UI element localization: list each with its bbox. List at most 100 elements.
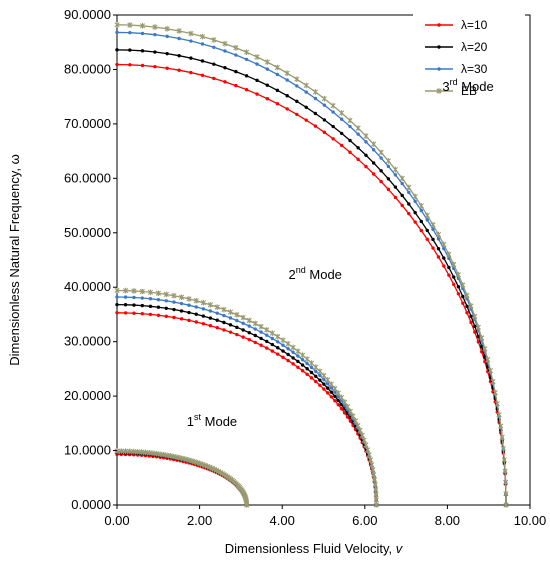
data-point — [379, 179, 383, 184]
data-point — [243, 49, 250, 56]
data-point — [365, 447, 371, 453]
data-point — [244, 87, 249, 92]
data-point — [419, 219, 424, 224]
mode-suffix: nd — [296, 265, 306, 275]
data-point — [355, 422, 361, 429]
data-point — [156, 313, 161, 317]
data-point — [258, 323, 264, 330]
data-point — [461, 301, 465, 305]
data-point — [309, 370, 314, 375]
data-point — [304, 105, 308, 110]
series-3 — [114, 22, 509, 508]
mode-word: Mode — [201, 414, 237, 429]
data-point — [247, 324, 251, 328]
data-point — [200, 299, 206, 306]
data-point — [468, 303, 474, 309]
data-point — [139, 288, 145, 295]
data-point — [233, 44, 239, 51]
data-point — [363, 442, 369, 448]
data-point — [290, 344, 296, 351]
data-point — [361, 437, 367, 443]
data-point — [131, 448, 137, 455]
data-point — [208, 323, 213, 328]
data-point — [339, 110, 345, 116]
data-point — [338, 394, 345, 401]
data-point — [347, 408, 353, 415]
data-point — [371, 471, 377, 478]
data-point — [189, 56, 193, 60]
data-point — [222, 40, 228, 47]
data-point — [259, 343, 263, 347]
data-point — [281, 355, 285, 360]
data-point — [264, 59, 270, 65]
data-point — [193, 297, 199, 304]
data-point — [371, 141, 377, 147]
data-point — [122, 448, 129, 455]
data-point — [322, 103, 327, 107]
y-tick-label: 90.0000 — [64, 7, 111, 22]
data-point — [189, 70, 193, 75]
data-point — [194, 312, 198, 316]
data-point — [156, 305, 161, 309]
data-point — [128, 63, 132, 67]
data-point — [177, 36, 181, 41]
data-point — [140, 303, 144, 308]
data-point — [436, 247, 441, 251]
data-point — [460, 282, 466, 288]
data-point — [255, 62, 259, 66]
data-point — [240, 314, 246, 321]
data-point — [330, 102, 336, 109]
data-point — [194, 305, 198, 309]
data-point — [309, 376, 314, 380]
data-point — [189, 39, 193, 43]
data-point — [355, 125, 361, 131]
mode-word: Mode — [306, 267, 342, 282]
x-tick-label: 2.00 — [187, 513, 212, 528]
data-point — [163, 291, 169, 298]
data-point — [222, 313, 226, 318]
data-point — [331, 124, 335, 129]
data-point — [492, 389, 498, 396]
data-point — [480, 344, 484, 349]
legend-label: λ=20 — [461, 40, 488, 54]
data-point — [393, 173, 398, 177]
data-point — [165, 66, 169, 70]
data-point — [385, 158, 391, 164]
data-point — [332, 385, 338, 392]
data-point — [254, 54, 260, 60]
data-point — [222, 328, 226, 332]
data-point — [186, 296, 192, 302]
data-point — [165, 51, 169, 56]
y-axis-title: Dimensionless Natural Frequency, ω — [7, 154, 22, 366]
data-point — [201, 322, 206, 326]
data-point — [373, 502, 379, 508]
data-point — [194, 320, 198, 324]
data-point — [347, 117, 353, 124]
data-point — [222, 320, 226, 325]
data-point — [123, 303, 128, 307]
data-point — [482, 345, 488, 352]
data-point — [207, 302, 213, 308]
data-point — [285, 340, 291, 347]
data-point — [503, 479, 509, 486]
data-point — [265, 97, 270, 101]
data-point — [321, 372, 327, 379]
data-point — [295, 99, 299, 104]
data-point — [153, 32, 157, 37]
data-point — [339, 131, 344, 136]
data-point — [400, 193, 404, 198]
data-point — [296, 359, 300, 364]
legend-label: EB — [461, 84, 477, 98]
data-point — [313, 124, 318, 128]
data-point — [465, 311, 469, 315]
data-point — [164, 314, 168, 319]
data-point — [228, 330, 233, 334]
mode-number: 2 — [289, 267, 296, 282]
data-point — [339, 117, 344, 121]
data-point — [215, 311, 219, 315]
data-point — [456, 292, 461, 296]
data-point — [379, 169, 383, 173]
data-point — [461, 294, 465, 299]
data-point — [281, 349, 285, 353]
data-point — [221, 306, 227, 313]
